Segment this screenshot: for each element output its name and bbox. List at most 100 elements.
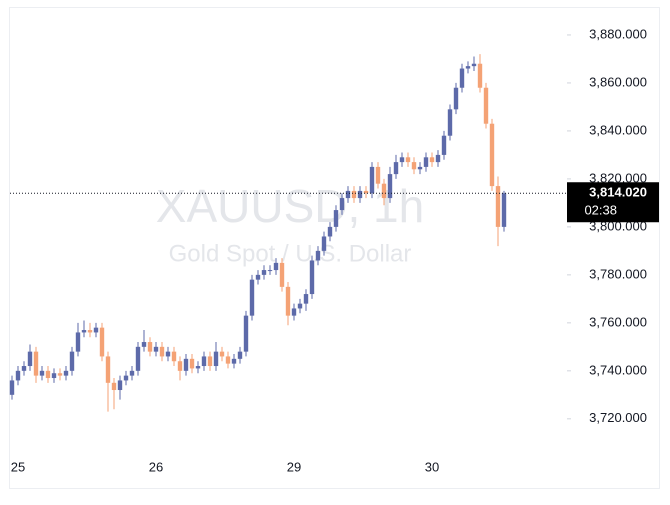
- y-tick-label: 3,840.000: [589, 122, 647, 137]
- candle-body: [159, 346, 165, 357]
- candle-body: [405, 157, 411, 163]
- candle-body: [357, 190, 363, 199]
- candle-body: [375, 166, 381, 184]
- candle-body: [345, 190, 351, 199]
- candle-body: [237, 351, 243, 359]
- candle-body: [111, 382, 117, 391]
- candle-body: [417, 166, 423, 170]
- candle-body: [249, 279, 255, 316]
- candle-body: [399, 157, 405, 163]
- candle-body: [189, 358, 195, 369]
- candle-body: [243, 315, 249, 352]
- candle-body: [81, 330, 87, 333]
- candle-body: [153, 346, 159, 352]
- candle-body: [411, 162, 417, 170]
- candle-body: [165, 351, 171, 357]
- y-tick-label: 3,740.000: [589, 362, 647, 377]
- candle-body: [33, 351, 39, 376]
- candle-body: [63, 370, 69, 376]
- candle-body: [393, 162, 399, 175]
- candle-body: [177, 361, 183, 371]
- candle-body: [453, 87, 459, 110]
- y-tick-label: 3,820.000: [589, 170, 647, 185]
- candle-body: [27, 351, 33, 367]
- last-price-box: [567, 182, 659, 223]
- candle-body: [231, 358, 237, 364]
- x-tick-label: 30: [425, 459, 439, 474]
- candle-body: [441, 135, 447, 155]
- candle-body: [483, 87, 489, 124]
- candle-body: [321, 236, 327, 251]
- candle-body: [195, 366, 201, 369]
- candle-body: [471, 63, 477, 67]
- candle-body: [39, 370, 45, 376]
- candle-body: [129, 370, 135, 376]
- candle-body: [459, 68, 465, 88]
- candle-body: [285, 286, 291, 316]
- candle-body: [501, 193, 507, 227]
- candle-body: [315, 250, 321, 261]
- candle-body: [99, 327, 105, 357]
- candle-body: [447, 109, 453, 136]
- candle-body: [51, 373, 57, 379]
- candle-body: [339, 198, 345, 211]
- x-tick-label: 25: [11, 459, 25, 474]
- candle-body: [123, 375, 129, 381]
- candle-body: [261, 270, 267, 275]
- candle-body: [15, 370, 21, 381]
- candle-body: [75, 332, 81, 352]
- candle-body: [213, 351, 219, 367]
- candle-body: [327, 226, 333, 237]
- candle-body: [201, 356, 207, 367]
- frame: [9, 7, 660, 489]
- y-tick-label: 3,860.000: [589, 74, 647, 89]
- candle-body: [279, 262, 285, 287]
- candle-body: [87, 330, 93, 333]
- candle-body: [297, 303, 303, 309]
- candle-body: [423, 157, 429, 167]
- candle-body: [141, 342, 147, 347]
- candle-body: [387, 174, 393, 199]
- candle-body: [183, 358, 189, 371]
- candle-body: [351, 190, 357, 199]
- y-tick-label: 3,780.000: [589, 266, 647, 281]
- candle-body: [219, 351, 225, 357]
- candle-body: [291, 308, 297, 316]
- candle-body: [9, 380, 15, 395]
- candle-body: [105, 356, 111, 383]
- candle-body: [93, 327, 99, 333]
- candle-body: [381, 183, 387, 199]
- candle-body: [207, 356, 213, 367]
- y-tick-label: 3,720.000: [589, 410, 647, 425]
- countdown: 02:38: [584, 203, 617, 218]
- candle-body: [267, 270, 273, 272]
- candle-body: [255, 274, 261, 280]
- candle-body: [477, 63, 483, 88]
- candle-body: [225, 356, 231, 364]
- candle-body: [57, 373, 63, 376]
- candle-body: [333, 210, 339, 227]
- candle-body: [465, 66, 471, 69]
- candle-body: [147, 342, 153, 352]
- candle-body: [495, 186, 501, 227]
- y-tick-label: 3,880.000: [589, 26, 647, 41]
- candle-body: [363, 190, 369, 194]
- x-tick-label: 29: [287, 459, 301, 474]
- candle-body: [45, 370, 51, 379]
- candle-body: [303, 294, 309, 304]
- watermark-title: XAUUSD, 1h: [156, 180, 424, 232]
- y-tick-label: 3,760.000: [589, 314, 647, 329]
- candle-body: [309, 260, 315, 295]
- watermark-subtitle: Gold Spot / U.S. Dollar: [169, 240, 412, 267]
- candle-body: [435, 154, 441, 163]
- candle-body: [69, 351, 75, 371]
- candle-body: [429, 157, 435, 163]
- candle-body: [273, 262, 279, 271]
- candle-body: [489, 123, 495, 187]
- candle-body: [135, 346, 141, 371]
- candle-body: [369, 166, 375, 194]
- candle-body: [117, 380, 123, 391]
- candle-body: [171, 351, 177, 362]
- candle-body: [21, 366, 27, 371]
